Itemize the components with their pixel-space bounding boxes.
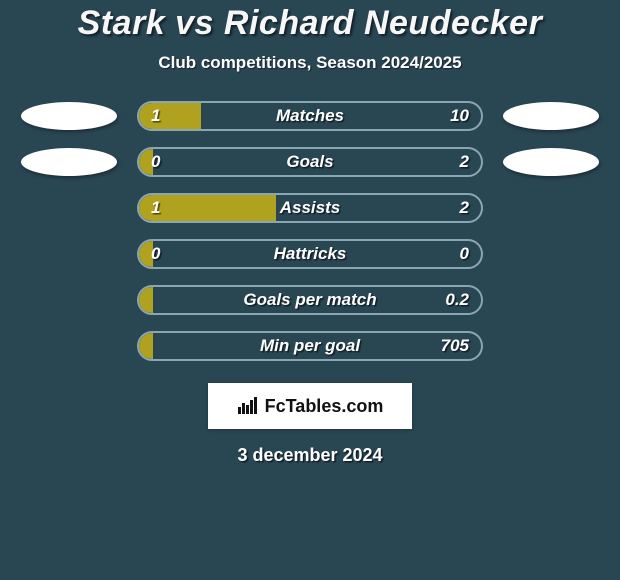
badge-spacer — [21, 332, 117, 360]
stat-value-right: 705 — [441, 333, 469, 359]
team-badge-left — [21, 148, 117, 176]
stat-row: 0Goals2 — [0, 147, 620, 177]
stat-row: 0Hattricks0 — [0, 239, 620, 269]
stat-row: 1Assists2 — [0, 193, 620, 223]
subtitle: Club competitions, Season 2024/2025 — [0, 53, 620, 73]
stat-label: Matches — [139, 103, 481, 129]
team-badge-right — [503, 148, 599, 176]
stat-bar: 0Goals2 — [137, 147, 483, 177]
badge-spacer — [21, 240, 117, 268]
badge-spacer — [21, 194, 117, 222]
badge-spacer — [21, 286, 117, 314]
stat-bar: 0Hattricks0 — [137, 239, 483, 269]
badge-spacer — [503, 286, 599, 314]
barchart-icon — [237, 396, 259, 416]
team-badge-left — [21, 102, 117, 130]
stat-row: 1Matches10 — [0, 101, 620, 131]
date-label: 3 december 2024 — [0, 445, 620, 466]
badge-spacer — [503, 194, 599, 222]
stat-value-right: 0.2 — [445, 287, 469, 313]
stat-rows: 1Matches100Goals21Assists20Hattricks0Goa… — [0, 101, 620, 361]
logo-text-b: .com — [341, 396, 383, 417]
source-logo-text: FcTables.com — [265, 396, 384, 417]
team-badge-right — [503, 102, 599, 130]
title: Stark vs Richard Neudecker — [0, 4, 620, 43]
stat-bar: Goals per match0.2 — [137, 285, 483, 315]
source-logo-badge: FcTables.com — [208, 383, 412, 429]
stat-value-right: 2 — [460, 195, 469, 221]
stat-bar: 1Assists2 — [137, 193, 483, 223]
stat-row: Min per goal705 — [0, 331, 620, 361]
stat-row: Goals per match0.2 — [0, 285, 620, 315]
stat-value-right: 10 — [450, 103, 469, 129]
stat-value-right: 2 — [460, 149, 469, 175]
stat-label: Min per goal — [139, 333, 481, 359]
stat-value-right: 0 — [460, 241, 469, 267]
logo-text-a: FcTables — [265, 396, 342, 417]
stat-label: Goals per match — [139, 287, 481, 313]
stat-bar: Min per goal705 — [137, 331, 483, 361]
comparison-card: Stark vs Richard Neudecker Club competit… — [0, 0, 620, 580]
stat-label: Hattricks — [139, 241, 481, 267]
stat-label: Goals — [139, 149, 481, 175]
stat-bar: 1Matches10 — [137, 101, 483, 131]
badge-spacer — [503, 240, 599, 268]
stat-label: Assists — [139, 195, 481, 221]
badge-spacer — [503, 332, 599, 360]
